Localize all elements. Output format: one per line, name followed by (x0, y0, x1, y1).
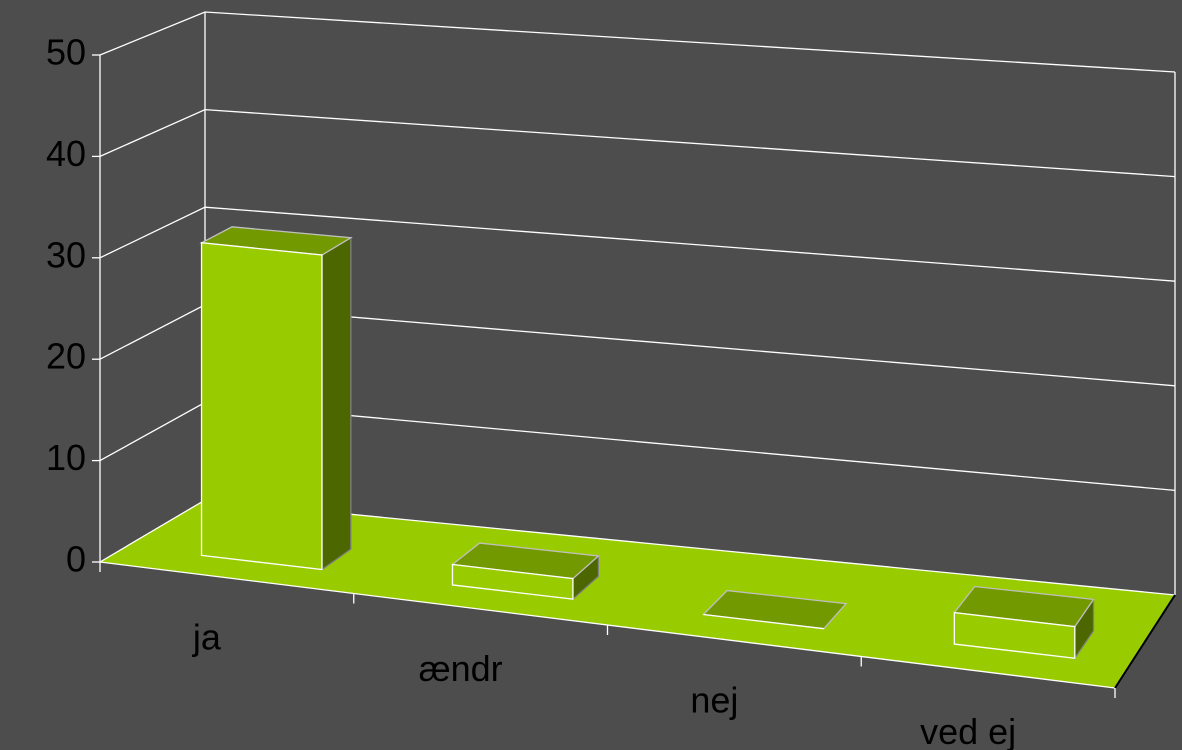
bar-front (703, 613, 824, 630)
x-tick-label: nej (690, 679, 738, 720)
y-tick-label: 10 (46, 437, 86, 478)
y-tick-label: 20 (46, 336, 86, 377)
bar (199, 226, 353, 571)
bar (953, 585, 1095, 661)
bar (450, 542, 600, 601)
x-tick-label: ved ej (920, 711, 1016, 750)
y-tick-label: 40 (46, 133, 86, 174)
floor (100, 500, 1175, 688)
bar-side (321, 236, 352, 571)
y-tick-label: 50 (46, 32, 86, 73)
y-tick-label: 30 (46, 234, 86, 275)
bar (702, 589, 848, 630)
x-tick-label: ændr (419, 648, 503, 689)
bar-front (953, 611, 1076, 659)
x-tick-label: ja (192, 616, 222, 657)
bar-front (451, 563, 574, 600)
grid-line (99, 11, 1176, 73)
floor-edge (1114, 594, 1176, 689)
grid-line (99, 108, 1176, 178)
y-tick-label: 0 (66, 539, 86, 580)
bar-front (200, 242, 323, 571)
grid-line (99, 206, 1176, 282)
